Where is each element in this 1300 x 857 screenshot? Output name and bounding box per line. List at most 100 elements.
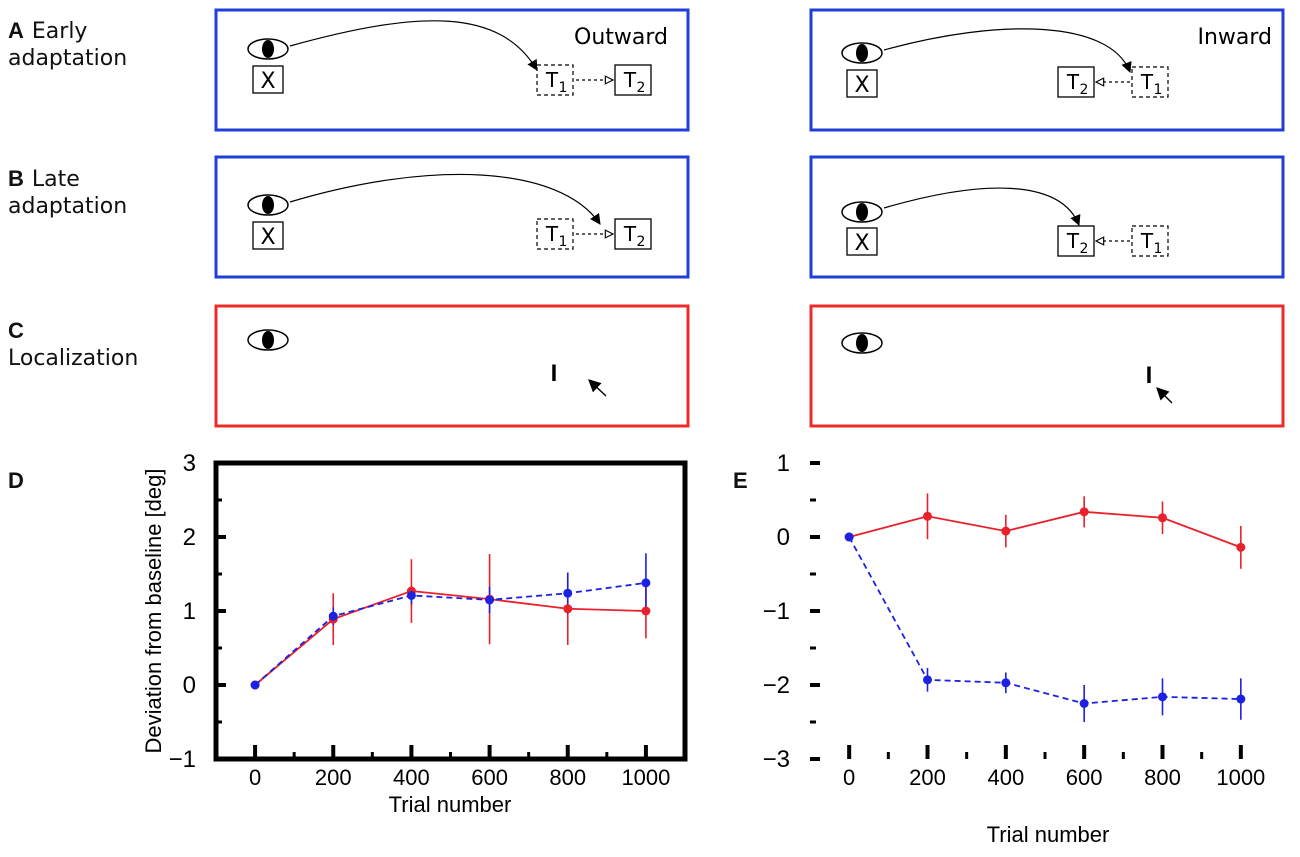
target-2-subscript: 2	[1080, 241, 1089, 257]
eye-icon	[841, 42, 883, 64]
saccade-arrow-icon	[289, 173, 601, 225]
target-1-box	[1131, 66, 1169, 98]
y-axis-label: Deviation from baseline [deg]	[141, 469, 166, 754]
saccade-arrow-icon	[883, 187, 1081, 227]
data-point-adaptation	[641, 578, 651, 588]
data-point-adaptation	[1158, 692, 1167, 702]
panel-letter-a: A	[8, 18, 24, 43]
target-2-label: T	[623, 68, 637, 92]
diagram-a-inward-frame	[809, 8, 1285, 132]
x-axis-label: Trial number	[389, 792, 512, 817]
x-tick-label: 0	[843, 765, 855, 790]
y-tick-label: 3	[183, 450, 196, 477]
x-tick-label: 0	[249, 765, 261, 790]
fixation-symbol: X	[260, 225, 275, 250]
data-point-adaptation	[406, 590, 416, 600]
data-point-localization	[1001, 526, 1011, 536]
data-point-adaptation	[1236, 694, 1246, 704]
target-2-box	[614, 218, 652, 250]
eye-icon	[841, 332, 883, 354]
data-point-localization	[1158, 513, 1167, 523]
y-tick-label: −3	[763, 746, 790, 773]
diagram-c-inward-frame	[809, 304, 1285, 428]
y-tick-label: −1	[763, 598, 790, 625]
series-line-adaptation	[848, 536, 1241, 705]
panel-letter-e: E	[733, 468, 748, 493]
x-tick-label: 200	[909, 765, 946, 790]
panel-letter-c: C	[8, 318, 24, 343]
y-tick-label: −1	[169, 746, 196, 773]
chart-e: 0 200 400 600 800 1000 −3 −2 −1 0 1 Trial number	[763, 450, 1266, 847]
panel-b-line1: Late	[31, 167, 80, 192]
x-tick-label: 400	[987, 765, 1024, 790]
panel-a-line2: adaptation	[8, 46, 128, 72]
panel-letter-b: B	[8, 166, 24, 191]
panel-b-line2: adaptation	[8, 194, 128, 220]
y-tick-label: 0	[183, 672, 196, 699]
fixation-box	[846, 227, 878, 256]
panel-letter-d: D	[8, 468, 24, 493]
outward-label-a: Outward	[574, 25, 668, 50]
mouse-pointer-icon	[588, 379, 607, 397]
target-1-box	[1131, 225, 1169, 257]
x-tick-label: 600	[1066, 765, 1103, 790]
eye-icon	[247, 329, 289, 351]
target-2-label: T	[1066, 70, 1080, 94]
fixation-symbol: X	[854, 231, 869, 256]
target-2-subscript: 2	[637, 80, 646, 96]
panel-a-line1: Early	[31, 19, 88, 44]
series-line-adaptation	[254, 581, 647, 686]
chart-d: 0 200 400 600 800 1000 −1 0 1 2 3 Trial number De…	[141, 450, 688, 817]
diagram-b-inward-frame	[809, 155, 1285, 279]
series-line-localization	[254, 590, 646, 686]
panel-d-label: D	[8, 468, 32, 494]
diagram-b-outward-frame	[214, 155, 690, 279]
panel-c-label: C Localization	[8, 318, 138, 373]
target-1-subscript: 1	[1154, 241, 1163, 257]
data-point-adaptation	[563, 588, 573, 598]
fixation-symbol: X	[854, 73, 869, 98]
saccade-arrow-icon	[883, 28, 1132, 74]
data-point-localization	[1079, 507, 1089, 517]
target-1-label: T	[1140, 70, 1154, 94]
data-point-adaptation	[250, 680, 260, 690]
x-tick-label: 800	[549, 765, 586, 790]
fixation-box	[252, 221, 284, 250]
target-2-label: T	[1066, 229, 1080, 253]
data-point-adaptation	[1001, 678, 1011, 688]
probe-marker: I	[551, 360, 558, 387]
mouse-pointer-icon	[1156, 387, 1173, 404]
eye-icon	[247, 38, 289, 60]
target-2-subscript: 2	[1080, 82, 1089, 98]
probe-marker: I	[1146, 362, 1153, 389]
fixation-box	[252, 65, 284, 94]
target-1-label: T	[545, 68, 559, 92]
data-point-localization	[641, 606, 651, 616]
target-2-label: T	[623, 222, 637, 246]
fixation-box	[846, 69, 878, 98]
panel-a-label: A Early adaptation	[8, 18, 127, 73]
target-1-label: T	[545, 222, 559, 246]
y-tick-label: 0	[777, 524, 790, 551]
target-1-subscript: 1	[559, 80, 568, 96]
data-point-adaptation	[844, 532, 854, 542]
panel-e-label: E	[733, 468, 756, 494]
data-point-adaptation	[923, 675, 932, 685]
target-1-box	[536, 218, 574, 250]
data-point-localization	[563, 604, 573, 614]
target-1-box	[536, 64, 574, 96]
x-tick-label: 800	[1144, 765, 1181, 790]
y-tick-label: −2	[763, 672, 790, 699]
target-1-label: T	[1140, 229, 1154, 253]
eye-icon	[841, 201, 883, 223]
target-2-box	[1057, 66, 1095, 98]
saccade-arrow-icon	[289, 20, 538, 71]
x-tick-label: 1000	[621, 765, 670, 790]
panel-b-label: B Late adaptation	[8, 166, 127, 221]
data-point-localization	[1236, 542, 1246, 552]
y-tick-label: 2	[183, 524, 196, 551]
data-point-adaptation	[1079, 699, 1089, 708]
diagram-c-outward-frame	[214, 304, 690, 428]
x-tick-label: 400	[393, 765, 430, 790]
